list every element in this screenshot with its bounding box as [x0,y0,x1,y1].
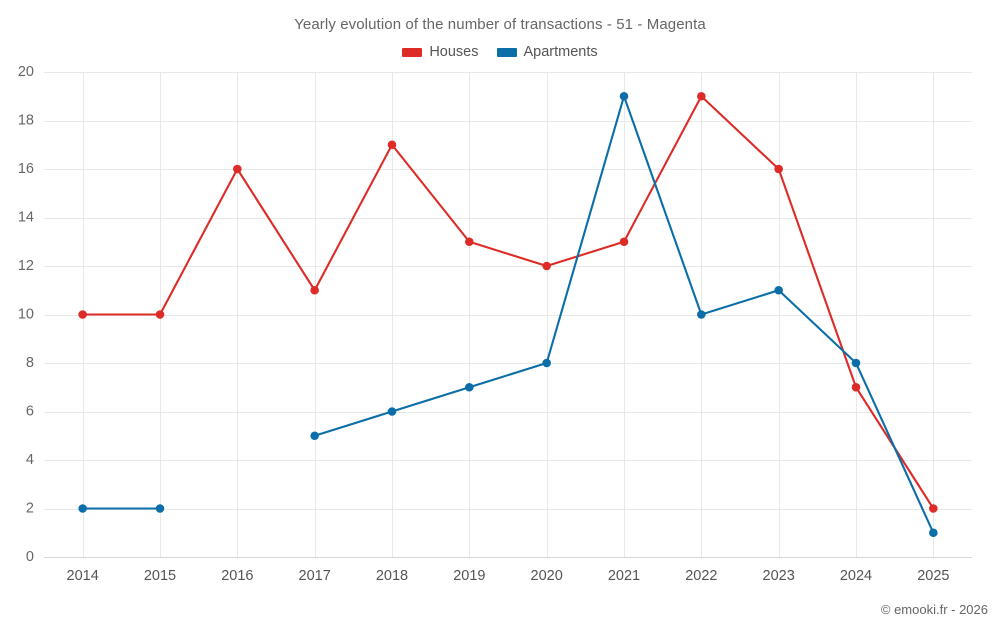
x-tick-label: 2022 [685,568,717,584]
data-point-houses-2018[interactable] [387,140,397,150]
data-point-houses-2016[interactable] [233,164,242,174]
data-series-layer [78,91,938,538]
data-point-houses-2023[interactable] [774,164,783,174]
x-tick-label: 2024 [840,568,872,584]
legend-swatch-houses [402,47,423,57]
legend-item-apartments[interactable]: Apartments [496,44,598,60]
data-point-houses-2015[interactable] [155,310,165,319]
data-point-apartments-2025[interactable] [929,528,938,538]
data-point-apartments-2019[interactable] [465,382,474,392]
data-point-apartments-2022[interactable] [697,310,706,319]
data-point-houses-2014[interactable] [78,310,87,319]
grid-layer [44,72,972,557]
data-point-apartments-2021[interactable] [619,91,629,101]
y-tick-label: 8 [26,355,34,371]
x-tick-label: 2023 [763,568,795,584]
data-point-apartments-2020[interactable] [542,358,551,368]
x-tick-label: 2018 [376,568,408,584]
y-tick-label: 0 [26,549,34,565]
y-tick-label: 14 [18,209,34,225]
data-point-apartments-2015[interactable] [155,504,165,513]
y-tick-label: 16 [18,161,34,177]
x-axis-tick-labels: 2014 2015 2016 2017 2018 2019 2020 2021 2022 2023… [67,568,950,584]
data-point-houses-2019[interactable] [465,237,474,247]
y-axis-tick-labels: 0 2 4 6 8 10 12 14 16 18 20 [18,64,34,565]
data-point-apartments-2017[interactable] [310,431,319,441]
y-tick-label: 4 [26,452,34,468]
legend-swatch-apartments [496,47,517,57]
data-point-houses-2022[interactable] [697,91,706,101]
data-point-apartments-2023[interactable] [774,285,783,295]
chart-legend: Houses Apartments [0,45,1000,60]
y-tick-label: 6 [26,403,34,419]
series-houses [78,91,938,513]
legend-item-houses[interactable]: Houses [402,44,479,60]
y-tick-label: 12 [18,258,34,274]
x-tick-label: 2014 [67,568,99,584]
x-tick-label: 2017 [299,568,331,584]
data-point-apartments-2024[interactable] [851,358,861,368]
data-point-houses-2024[interactable] [851,382,861,392]
data-point-apartments-2014[interactable] [78,504,87,513]
x-tick-label: 2020 [531,568,563,584]
data-point-apartments-2018[interactable] [387,407,397,416]
x-tick-label: 2019 [453,568,485,584]
x-tick-label: 2021 [608,568,640,584]
data-point-houses-2021[interactable] [619,237,629,247]
legend-label-houses: Houses [429,44,479,60]
data-point-houses-2025[interactable] [929,504,938,513]
copyright-footer: © emooki.fr - 2026 [880,602,988,617]
data-point-houses-2020[interactable] [542,261,551,271]
y-tick-label: 18 [18,112,34,128]
x-tick-label: 2025 [917,568,949,584]
data-point-houses-2017[interactable] [310,285,319,295]
y-tick-label: 10 [18,306,34,322]
y-tick-label: 2 [26,500,34,516]
x-tick-label: 2016 [221,568,253,584]
legend-label-apartments: Apartments [523,44,598,60]
series-apartments [78,91,938,538]
y-tick-label: 20 [18,64,34,80]
chart-title: Yearly evolution of the number of transa… [294,16,706,33]
x-tick-label: 2015 [144,568,176,584]
series-line-houses [81,95,935,510]
